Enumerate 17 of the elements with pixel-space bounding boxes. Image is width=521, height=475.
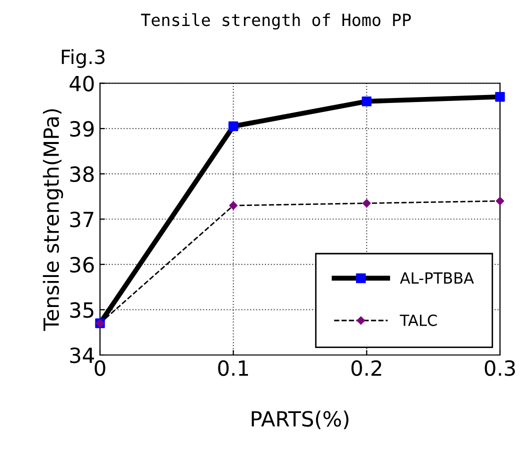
y-tick-label: 38	[70, 166, 94, 182]
chart-title: Tensile strength of Homo PP	[141, 13, 411, 30]
x-tick-label: 0.2	[351, 360, 382, 376]
y-axis-title: Tensile strength(MPa)	[42, 109, 64, 331]
y-tick-label: 34	[70, 347, 94, 364]
legend-label: TALC	[400, 314, 437, 326]
y-tick-label: 35	[70, 302, 94, 318]
x-axis-title: PARTS(%)	[252, 410, 348, 430]
x-tick-label: 0.1	[218, 360, 248, 376]
caption: Fig.3	[62, 49, 105, 68]
y-tick-label: 36	[70, 256, 94, 273]
x-tick-label: 0	[94, 360, 106, 376]
x-tick-label: 0.3	[484, 360, 515, 376]
y-tick-label: 39	[70, 120, 94, 137]
y-tick-label: 37	[70, 212, 94, 228]
legend-label: AL-PTBBA	[400, 272, 474, 284]
y-tick-label: 40	[70, 76, 94, 92]
